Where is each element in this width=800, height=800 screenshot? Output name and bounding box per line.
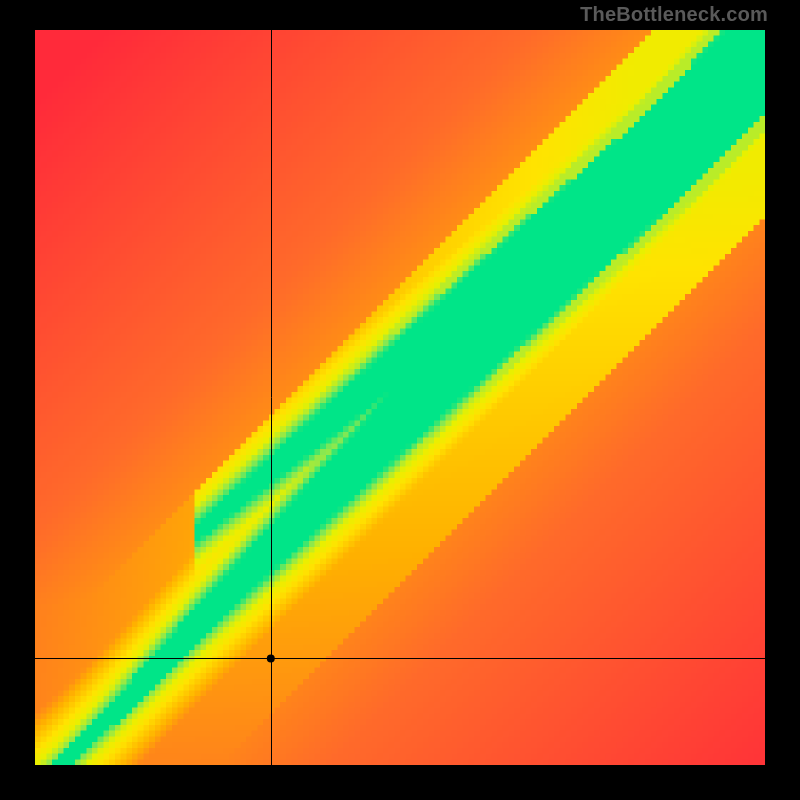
watermark-text: TheBottleneck.com	[580, 4, 768, 27]
crosshair-overlay	[0, 0, 800, 800]
chart-container: TheBottleneck.com	[0, 0, 800, 800]
